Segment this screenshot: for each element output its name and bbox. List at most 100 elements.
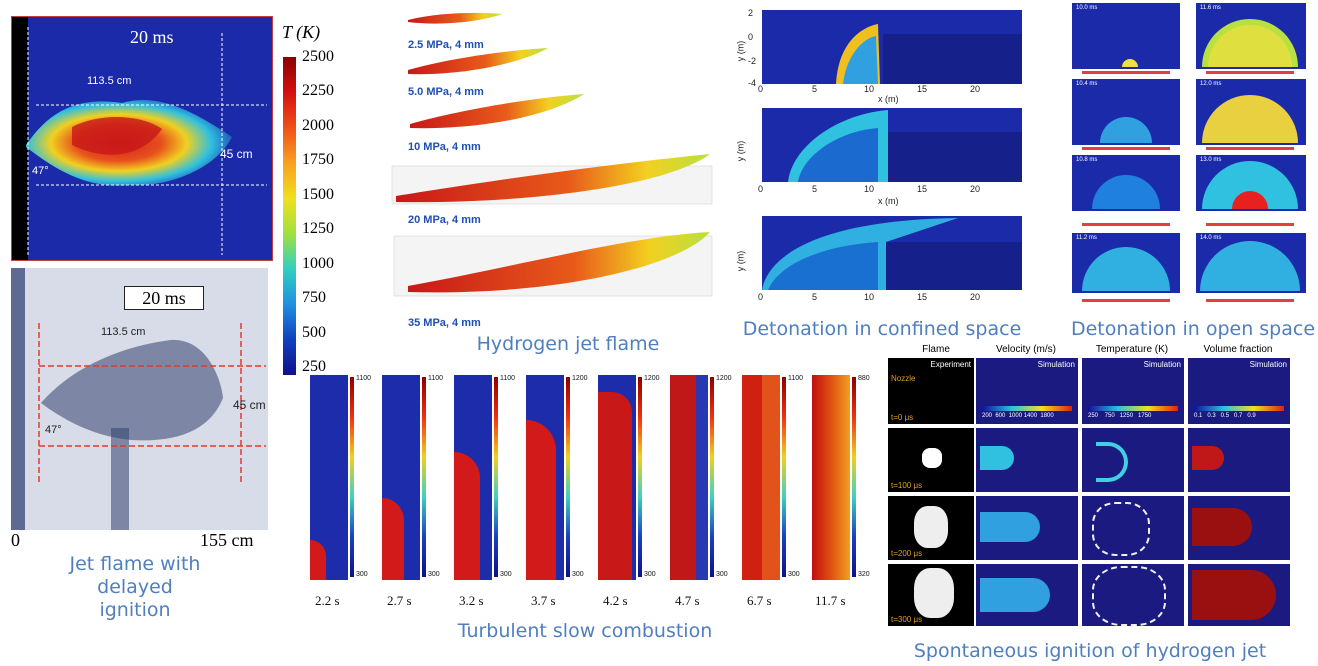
hydrogen-label: 35 MPa, 4 mm xyxy=(408,317,481,329)
exp-angle-label: 47° xyxy=(45,424,62,436)
frame-field xyxy=(526,375,564,580)
xtick: 10 xyxy=(864,292,875,302)
sim-distance-label: 113.5 cm xyxy=(87,75,132,87)
cb-tick: 1000 xyxy=(302,255,334,272)
frame-colorbar xyxy=(638,377,642,577)
caption-confined: Detonation in confined space xyxy=(742,318,1022,340)
col-header: Temperature (K) xyxy=(1095,344,1169,355)
xtick: 0 xyxy=(758,84,764,94)
frame-field xyxy=(310,375,348,580)
cb-tick: 1200 xyxy=(716,375,732,382)
experiment-label: Experiment xyxy=(930,360,971,369)
caption-spontaneous: Spontaneous ignition of hydrogen jet xyxy=(913,640,1267,662)
frame-colorbar xyxy=(494,377,498,577)
volume-ticks: 0.1 0.3 0.5 0.7 0.9 xyxy=(1194,413,1256,419)
axis-start-label: 0 xyxy=(11,530,20,550)
hydrogen-jet-plots xyxy=(391,12,713,297)
frame-colorbar xyxy=(782,377,786,577)
temperature-ticks: 250 750 1250 1750 xyxy=(1088,413,1152,419)
open-time-right: 13.0 ms xyxy=(1200,157,1222,163)
temperature-colorbar-ticks: 2500 2250 2000 1750 1500 1250 1000 750 5… xyxy=(302,48,352,378)
confined-xlabel: x (m) xyxy=(878,196,899,206)
row-t0-velocity: Simulation 200 600 1000 1400 1800 xyxy=(976,358,1078,424)
frame-time: 3.7 s xyxy=(531,593,556,608)
caption-hydrogen-jet: Hydrogen jet flame xyxy=(476,333,660,355)
row-t100-volume xyxy=(1188,428,1290,492)
cb-tick: 1500 xyxy=(302,186,334,203)
confined-xlabel: x (m) xyxy=(878,94,899,104)
slow-frame: 1200 300 xyxy=(598,375,660,580)
cb-tick: 1100 xyxy=(356,375,372,382)
cb-tick: 2250 xyxy=(302,82,334,99)
xtick: 10 xyxy=(864,84,875,94)
frame-time: 2.7 s xyxy=(387,593,412,608)
frame-colorbar xyxy=(852,377,856,577)
velocity-ticks: 200 600 1000 1400 1800 xyxy=(982,413,1054,419)
row-t300-temperature xyxy=(1082,564,1184,626)
slow-frame: 1100 300 xyxy=(454,375,515,580)
cb-tick: 1100 xyxy=(428,375,444,382)
confined-ylabel: y (m) xyxy=(735,250,746,272)
row-t200-velocity xyxy=(976,496,1078,560)
frame-field xyxy=(742,375,780,580)
simulation-label: Simulation xyxy=(1249,360,1287,369)
confined-ylabel: y (m) xyxy=(735,140,746,162)
slow-frame: 880 320 xyxy=(812,375,870,580)
simulation-label: Simulation xyxy=(1037,360,1075,369)
cb-tick: 300 xyxy=(500,571,512,578)
cb-tick: 300 xyxy=(428,571,440,578)
slow-combustion-panel: 1100 300 1100 300 1100 300 1200 300 xyxy=(310,375,870,615)
frame-time: 6.7 s xyxy=(747,593,772,608)
frame-field xyxy=(454,375,492,580)
cb-tick: 320 xyxy=(858,571,870,578)
col-header: Velocity (m/s) xyxy=(995,344,1056,355)
xtick: 20 xyxy=(970,184,981,194)
frame-time: 3.2 s xyxy=(459,593,484,608)
caption-slow-combustion: Turbulent slow combustion xyxy=(457,620,713,642)
open-time-left: 10.4 ms xyxy=(1076,81,1098,87)
row-t0-temperature: Simulation 250 750 1250 1750 xyxy=(1082,358,1184,424)
confined-detonation-panel: y (m) y (m) y (m) x (m) x (m) 0 5 10 15 … xyxy=(728,6,1038,306)
frame-time: 4.7 s xyxy=(675,593,700,608)
time-label: t=100 μs xyxy=(891,481,923,490)
sim-time-label: 20 ms xyxy=(130,27,174,47)
open-time-right: 12.0 ms xyxy=(1200,81,1222,87)
sim-width-label: 45 cm xyxy=(220,147,253,161)
nozzle-label: Nozzle xyxy=(891,374,916,383)
row-t300-flame: t=300 μs xyxy=(888,564,974,626)
hydrogen-label: 10 MPa, 4 mm xyxy=(408,141,481,153)
frame-colorbar xyxy=(566,377,570,577)
frame-field xyxy=(812,375,850,580)
row-t0-flame: Experiment Nozzle t=0 μs xyxy=(888,358,974,424)
temperature-colorbar-title: T (K) xyxy=(282,22,321,42)
xtick: 5 xyxy=(812,292,818,302)
exp-time-box: 20 ms xyxy=(124,286,204,310)
xtick: 10 xyxy=(864,184,875,194)
cb-tick: 1100 xyxy=(788,375,804,382)
delayed-ignition-simulation: 20 ms 113.5 cm 47° 45 cm xyxy=(11,16,273,261)
frame-field xyxy=(670,375,708,580)
open-time-right: 11.6 ms xyxy=(1200,5,1221,11)
open-detonation-plots xyxy=(1072,3,1306,302)
exp-distance-label: 113.5 cm xyxy=(101,326,146,338)
xtick: 15 xyxy=(917,184,928,194)
col-header: Flame xyxy=(922,344,950,355)
confined-detonation-plots xyxy=(762,10,1022,290)
cb-tick: 300 xyxy=(356,571,368,578)
row-t300-volume xyxy=(1188,564,1290,626)
row-t100-temperature xyxy=(1082,428,1184,492)
frame-field xyxy=(598,375,636,580)
xtick: 20 xyxy=(970,84,981,94)
hydrogen-jet-panel: 2.5 MPa, 4 mm 5.0 MPa, 4 mm 10 MPa, 4 mm… xyxy=(380,6,720,336)
row-t300-velocity xyxy=(976,564,1078,626)
frame-time: 11.7 s xyxy=(815,593,846,608)
slow-frame: 1200 300 xyxy=(670,375,732,580)
xtick: 5 xyxy=(812,84,818,94)
cb-tick: 2500 xyxy=(302,48,334,65)
ytick: 0 xyxy=(748,32,754,42)
frame-colorbar xyxy=(350,377,354,577)
open-time-left: 11.2 ms xyxy=(1076,235,1097,241)
open-time-right: 14.0 ms xyxy=(1200,235,1222,241)
hydrogen-label: 2.5 MPa, 4 mm xyxy=(408,39,484,51)
xtick: 15 xyxy=(917,292,928,302)
